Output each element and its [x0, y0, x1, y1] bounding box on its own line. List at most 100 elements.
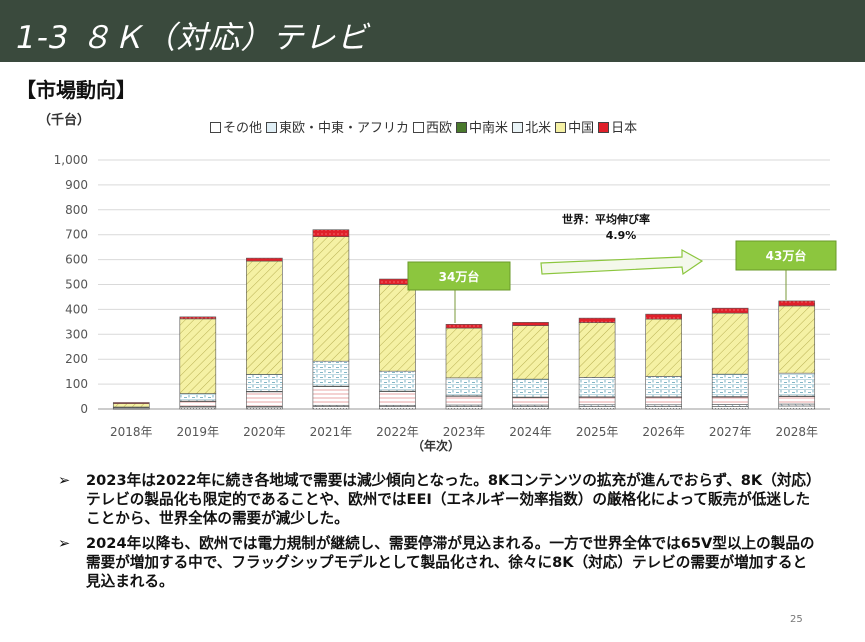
- x-tick-label: 2022年: [376, 425, 419, 439]
- legend-swatch: [266, 122, 278, 133]
- legend-swatch: [210, 122, 221, 133]
- legend-label: その他: [223, 121, 263, 136]
- bar-segment: [312, 229, 350, 237]
- bullet-marker-icon: ➢: [58, 535, 71, 552]
- page-number: 25: [790, 614, 803, 625]
- x-tick-label: 2020年: [243, 425, 286, 439]
- bar-segment: [312, 236, 350, 362]
- bar-segment: [578, 406, 616, 410]
- bar-segment: [778, 305, 816, 374]
- legend-item: 北米: [512, 117, 551, 136]
- bar-segment: [645, 396, 682, 406]
- bar-segment: [778, 405, 816, 410]
- legend-item: 中南米: [456, 117, 508, 136]
- bar-segment: [512, 378, 549, 398]
- y-tick-label: 800: [65, 203, 88, 217]
- growth-arrow: [540, 248, 704, 276]
- bar-segment: [711, 406, 749, 410]
- y-tick-label: 400: [65, 302, 88, 316]
- bar-segment: [379, 284, 416, 372]
- bar-segment: [578, 322, 616, 378]
- growth-rate: 4.9%: [606, 229, 637, 242]
- annotation-43man-text: 43万台: [766, 248, 807, 263]
- bar-segment: [246, 257, 283, 262]
- bar-segment: [179, 316, 217, 320]
- x-tick-label: 2024年: [509, 425, 552, 439]
- bar-segment: [445, 327, 483, 379]
- legend-label: 中国: [568, 121, 595, 136]
- legend-item: 中国: [555, 117, 594, 136]
- bar-segment: [312, 386, 350, 406]
- legend-item: 日本: [598, 117, 637, 136]
- bar-segment: [512, 397, 549, 406]
- legend-swatch: [555, 122, 567, 133]
- bar-segment: [112, 402, 150, 404]
- bar-segment: [379, 370, 416, 392]
- legend-label: 北米: [525, 121, 552, 136]
- bullet-list: ➢ 2023年は2022年に続き各地域で需要は減少傾向となった。8Kコンテンツの…: [58, 471, 818, 597]
- bar-segment: [246, 260, 283, 375]
- bar-segment: [711, 396, 749, 405]
- bar-segment: [379, 406, 416, 410]
- bar-segment: [578, 396, 616, 406]
- x-tick-label: 2028年: [775, 425, 818, 439]
- x-tick-label: 2018年: [110, 425, 153, 439]
- legend-label: 東欧・中東・アフリカ: [279, 121, 410, 136]
- bars: [112, 229, 816, 410]
- bar-segment: [445, 396, 483, 406]
- bullet-item: ➢ 2024年以降も、欧州では電力規制が継続し、需要停滞が見込まれる。一方で世界…: [58, 534, 818, 591]
- legend-swatch: [413, 122, 425, 133]
- title-bar: 1-3 ８Ｋ（対応）テレビ: [0, 0, 865, 62]
- legend-swatch: [598, 122, 610, 133]
- bar-segment: [112, 403, 150, 408]
- bar-segment: [445, 377, 483, 397]
- bullet-text: 2023年は2022年に続き各地域で需要は減少傾向となった。8Kコンテンツの拡充…: [86, 472, 814, 527]
- legend-item: 東欧・中東・アフリカ: [266, 117, 409, 136]
- bar-segment: [379, 391, 416, 406]
- bar-segment: [645, 318, 682, 377]
- bar-segment: [778, 396, 816, 405]
- bar-segment: [312, 360, 350, 387]
- bar-segment: [179, 400, 217, 407]
- bullet-item: ➢ 2023年は2022年に続き各地域で需要は減少傾向となった。8Kコンテンツの…: [58, 471, 818, 528]
- bar-segment: [711, 307, 749, 314]
- growth-label: 世界：平均伸び率: [562, 212, 650, 226]
- annotation-34man-text: 34万台: [439, 269, 480, 284]
- y-tick-label: 500: [65, 278, 88, 292]
- bullet-text: 2024年以降も、欧州では電力規制が継続し、需要停滞が見込まれる。一方で世界全体…: [86, 535, 815, 590]
- legend-label: 西欧: [426, 121, 453, 136]
- x-tick-label: 2019年: [177, 425, 220, 439]
- bar-segment: [512, 406, 549, 410]
- x-tick-label: 2023年: [443, 425, 486, 439]
- bar-segment: [645, 376, 682, 398]
- bar-segment: [711, 373, 749, 397]
- page-title: 1-3 ８Ｋ（対応）テレビ: [16, 20, 369, 56]
- bar-segment: [645, 406, 682, 410]
- bar-segment: [246, 391, 283, 407]
- bar-segment: [778, 300, 816, 307]
- bar-segment: [445, 324, 483, 329]
- legend-label: 日本: [611, 121, 638, 136]
- legend-item: 西欧: [413, 117, 452, 136]
- bar-segment: [246, 374, 283, 392]
- y-tick-label: 0: [80, 402, 88, 416]
- section-heading: 【市場動向】: [16, 78, 136, 102]
- y-tick-label: 900: [65, 178, 88, 192]
- legend-label: 中南米: [469, 121, 509, 136]
- bar-segment: [578, 317, 616, 323]
- bar-segment: [445, 406, 483, 410]
- x-tick-label: 2026年: [642, 425, 685, 439]
- legend-item: その他: [210, 117, 262, 136]
- y-axis-unit-label: （千台）: [38, 113, 91, 128]
- annotation-43man: 43万台: [735, 240, 837, 300]
- bar-segment: [312, 406, 350, 410]
- y-tick-label: 700: [65, 228, 88, 242]
- bar-segment: [179, 393, 217, 402]
- bar-segment: [512, 322, 549, 326]
- annotation-34man: 34万台: [407, 261, 511, 323]
- x-tick-labels: 2018年 2019年 2020年 2021年 2022年 2023年 2024年 2025年…: [110, 425, 818, 439]
- bar-segment: [578, 377, 616, 398]
- legend-swatch: [512, 122, 524, 133]
- x-tick-label: 2025年: [576, 425, 619, 439]
